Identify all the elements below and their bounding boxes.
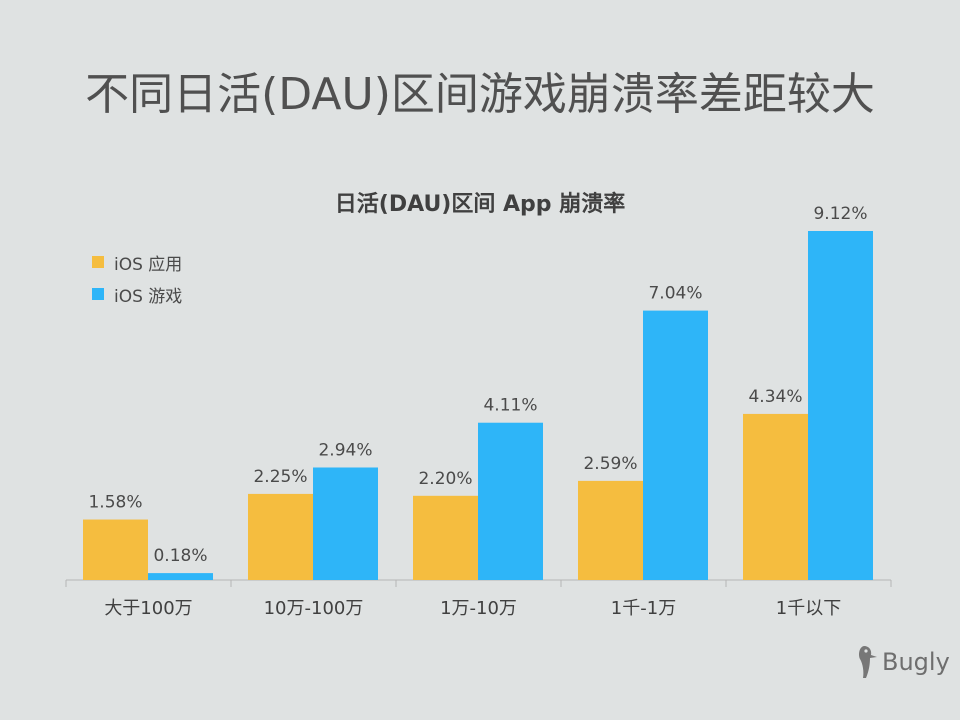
legend-swatch-ios-game xyxy=(92,288,104,300)
bar-ios-app-1 xyxy=(248,493,313,580)
page-title: 不同日活(DAU)区间游戏崩溃率差距较大 xyxy=(85,69,875,120)
data-label-ios-game-3: 7.04% xyxy=(648,284,702,304)
data-label-ios-game-1: 2.94% xyxy=(318,440,372,460)
bar-ios-app-4 xyxy=(743,413,808,580)
brand-logo: Bugly xyxy=(856,644,950,680)
chart-legend: iOS 应用 iOS 游戏 xyxy=(92,252,182,316)
data-label-ios-app-1: 2.25% xyxy=(253,467,307,487)
bar-ios-app-3 xyxy=(578,480,643,580)
category-label-4: 1千以下 xyxy=(776,598,841,619)
data-label-ios-game-4: 9.12% xyxy=(813,204,867,224)
brand-name: Bugly xyxy=(882,648,950,676)
category-label-2: 1万-10万 xyxy=(440,598,517,619)
bar-ios-game-0 xyxy=(148,573,213,580)
legend-label-ios-game: iOS 游戏 xyxy=(114,286,183,307)
legend-swatch-ios-app xyxy=(92,256,104,268)
woodpecker-icon xyxy=(859,646,877,678)
data-label-ios-game-2: 4.11% xyxy=(483,396,537,416)
data-label-ios-app-3: 2.59% xyxy=(583,454,637,474)
category-label-0: 大于100万 xyxy=(104,598,192,619)
data-label-ios-app-2: 2.20% xyxy=(418,469,472,489)
data-label-ios-game-0: 0.18% xyxy=(153,546,207,566)
legend-item-ios-app: iOS 应用 xyxy=(92,252,183,275)
data-label-ios-app-4: 4.34% xyxy=(748,387,802,407)
bar-ios-game-3 xyxy=(643,310,708,580)
chart-title: 日活(DAU)区间 App 崩溃率 xyxy=(334,192,626,217)
data-label-ios-app-0: 1.58% xyxy=(88,493,142,513)
bar-ios-app-2 xyxy=(413,495,478,580)
bar-ios-game-1 xyxy=(313,467,378,580)
category-label-3: 1千-1万 xyxy=(611,598,676,619)
bar-ios-app-0 xyxy=(83,519,148,580)
category-label-1: 10万-100万 xyxy=(264,598,364,619)
legend-label-ios-app: iOS 应用 xyxy=(114,254,183,275)
bar-ios-game-2 xyxy=(478,422,543,580)
legend-item-ios-game: iOS 游戏 xyxy=(92,284,183,307)
bar-ios-game-4 xyxy=(808,231,873,580)
